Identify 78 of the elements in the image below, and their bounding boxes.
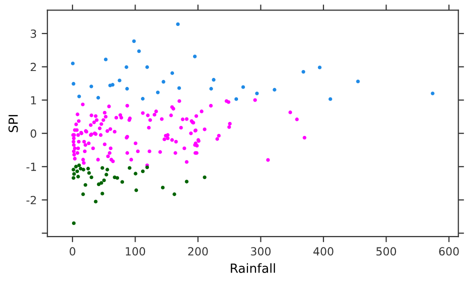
point <box>115 176 120 180</box>
point <box>72 221 76 226</box>
point <box>124 65 128 69</box>
point <box>140 169 145 174</box>
x-axis-title: Rainfall <box>230 263 275 273</box>
point <box>160 186 165 190</box>
x-tick-label: 0 <box>70 247 76 256</box>
point <box>96 182 101 186</box>
point <box>132 39 136 44</box>
point <box>176 22 180 26</box>
point <box>77 163 81 168</box>
point <box>234 97 238 101</box>
point <box>74 164 78 168</box>
point <box>118 78 122 82</box>
point <box>104 58 108 62</box>
point <box>105 168 110 172</box>
point <box>128 166 132 170</box>
point <box>104 172 108 176</box>
point <box>100 192 104 196</box>
y-tick-label: -2 <box>26 196 36 204</box>
point <box>125 86 129 91</box>
point <box>272 88 276 92</box>
point <box>137 49 141 53</box>
point <box>170 71 174 75</box>
point <box>209 86 213 91</box>
point <box>162 80 166 84</box>
y-tick-label: 1 <box>31 96 36 104</box>
point <box>89 84 94 88</box>
point <box>100 181 104 185</box>
point <box>76 174 80 178</box>
point <box>70 62 75 66</box>
point <box>72 168 76 172</box>
point <box>172 192 176 196</box>
point <box>120 180 124 184</box>
x-tick-label: 200 <box>188 247 208 256</box>
x-tick-label: 600 <box>439 247 459 256</box>
point <box>81 192 85 196</box>
point <box>177 86 181 90</box>
point <box>94 200 98 204</box>
y-tick-label: 3 <box>30 29 36 38</box>
point <box>72 82 76 86</box>
point <box>100 166 104 170</box>
point <box>156 90 160 94</box>
point <box>72 176 76 180</box>
point <box>134 172 138 176</box>
point <box>90 175 94 180</box>
y-tick-label: -1 <box>26 162 36 171</box>
y-tick-label: 0 <box>30 129 36 138</box>
point <box>212 78 216 82</box>
x-tick-label: 500 <box>376 247 396 256</box>
point <box>134 188 138 192</box>
point <box>193 54 197 58</box>
point <box>86 166 90 170</box>
x-tick-label: 100 <box>126 247 146 256</box>
point <box>84 183 88 187</box>
point <box>255 92 259 96</box>
point <box>184 180 189 184</box>
point <box>241 85 245 89</box>
point <box>82 168 86 172</box>
point <box>318 66 322 70</box>
y-axis-title: SPI <box>8 115 18 132</box>
point <box>96 96 100 100</box>
point <box>145 65 149 69</box>
point <box>102 178 106 182</box>
point <box>72 172 76 176</box>
point <box>87 171 91 175</box>
point <box>77 94 81 98</box>
point <box>302 70 306 74</box>
point <box>328 97 332 101</box>
point <box>110 82 114 87</box>
point <box>202 175 206 180</box>
point <box>75 169 80 174</box>
point <box>430 92 434 96</box>
point <box>140 96 145 101</box>
y-tick-label: 2 <box>30 62 36 72</box>
point <box>356 80 360 84</box>
x-tick-label: 300 <box>250 247 271 256</box>
x-tick-label: 400 <box>313 247 334 256</box>
